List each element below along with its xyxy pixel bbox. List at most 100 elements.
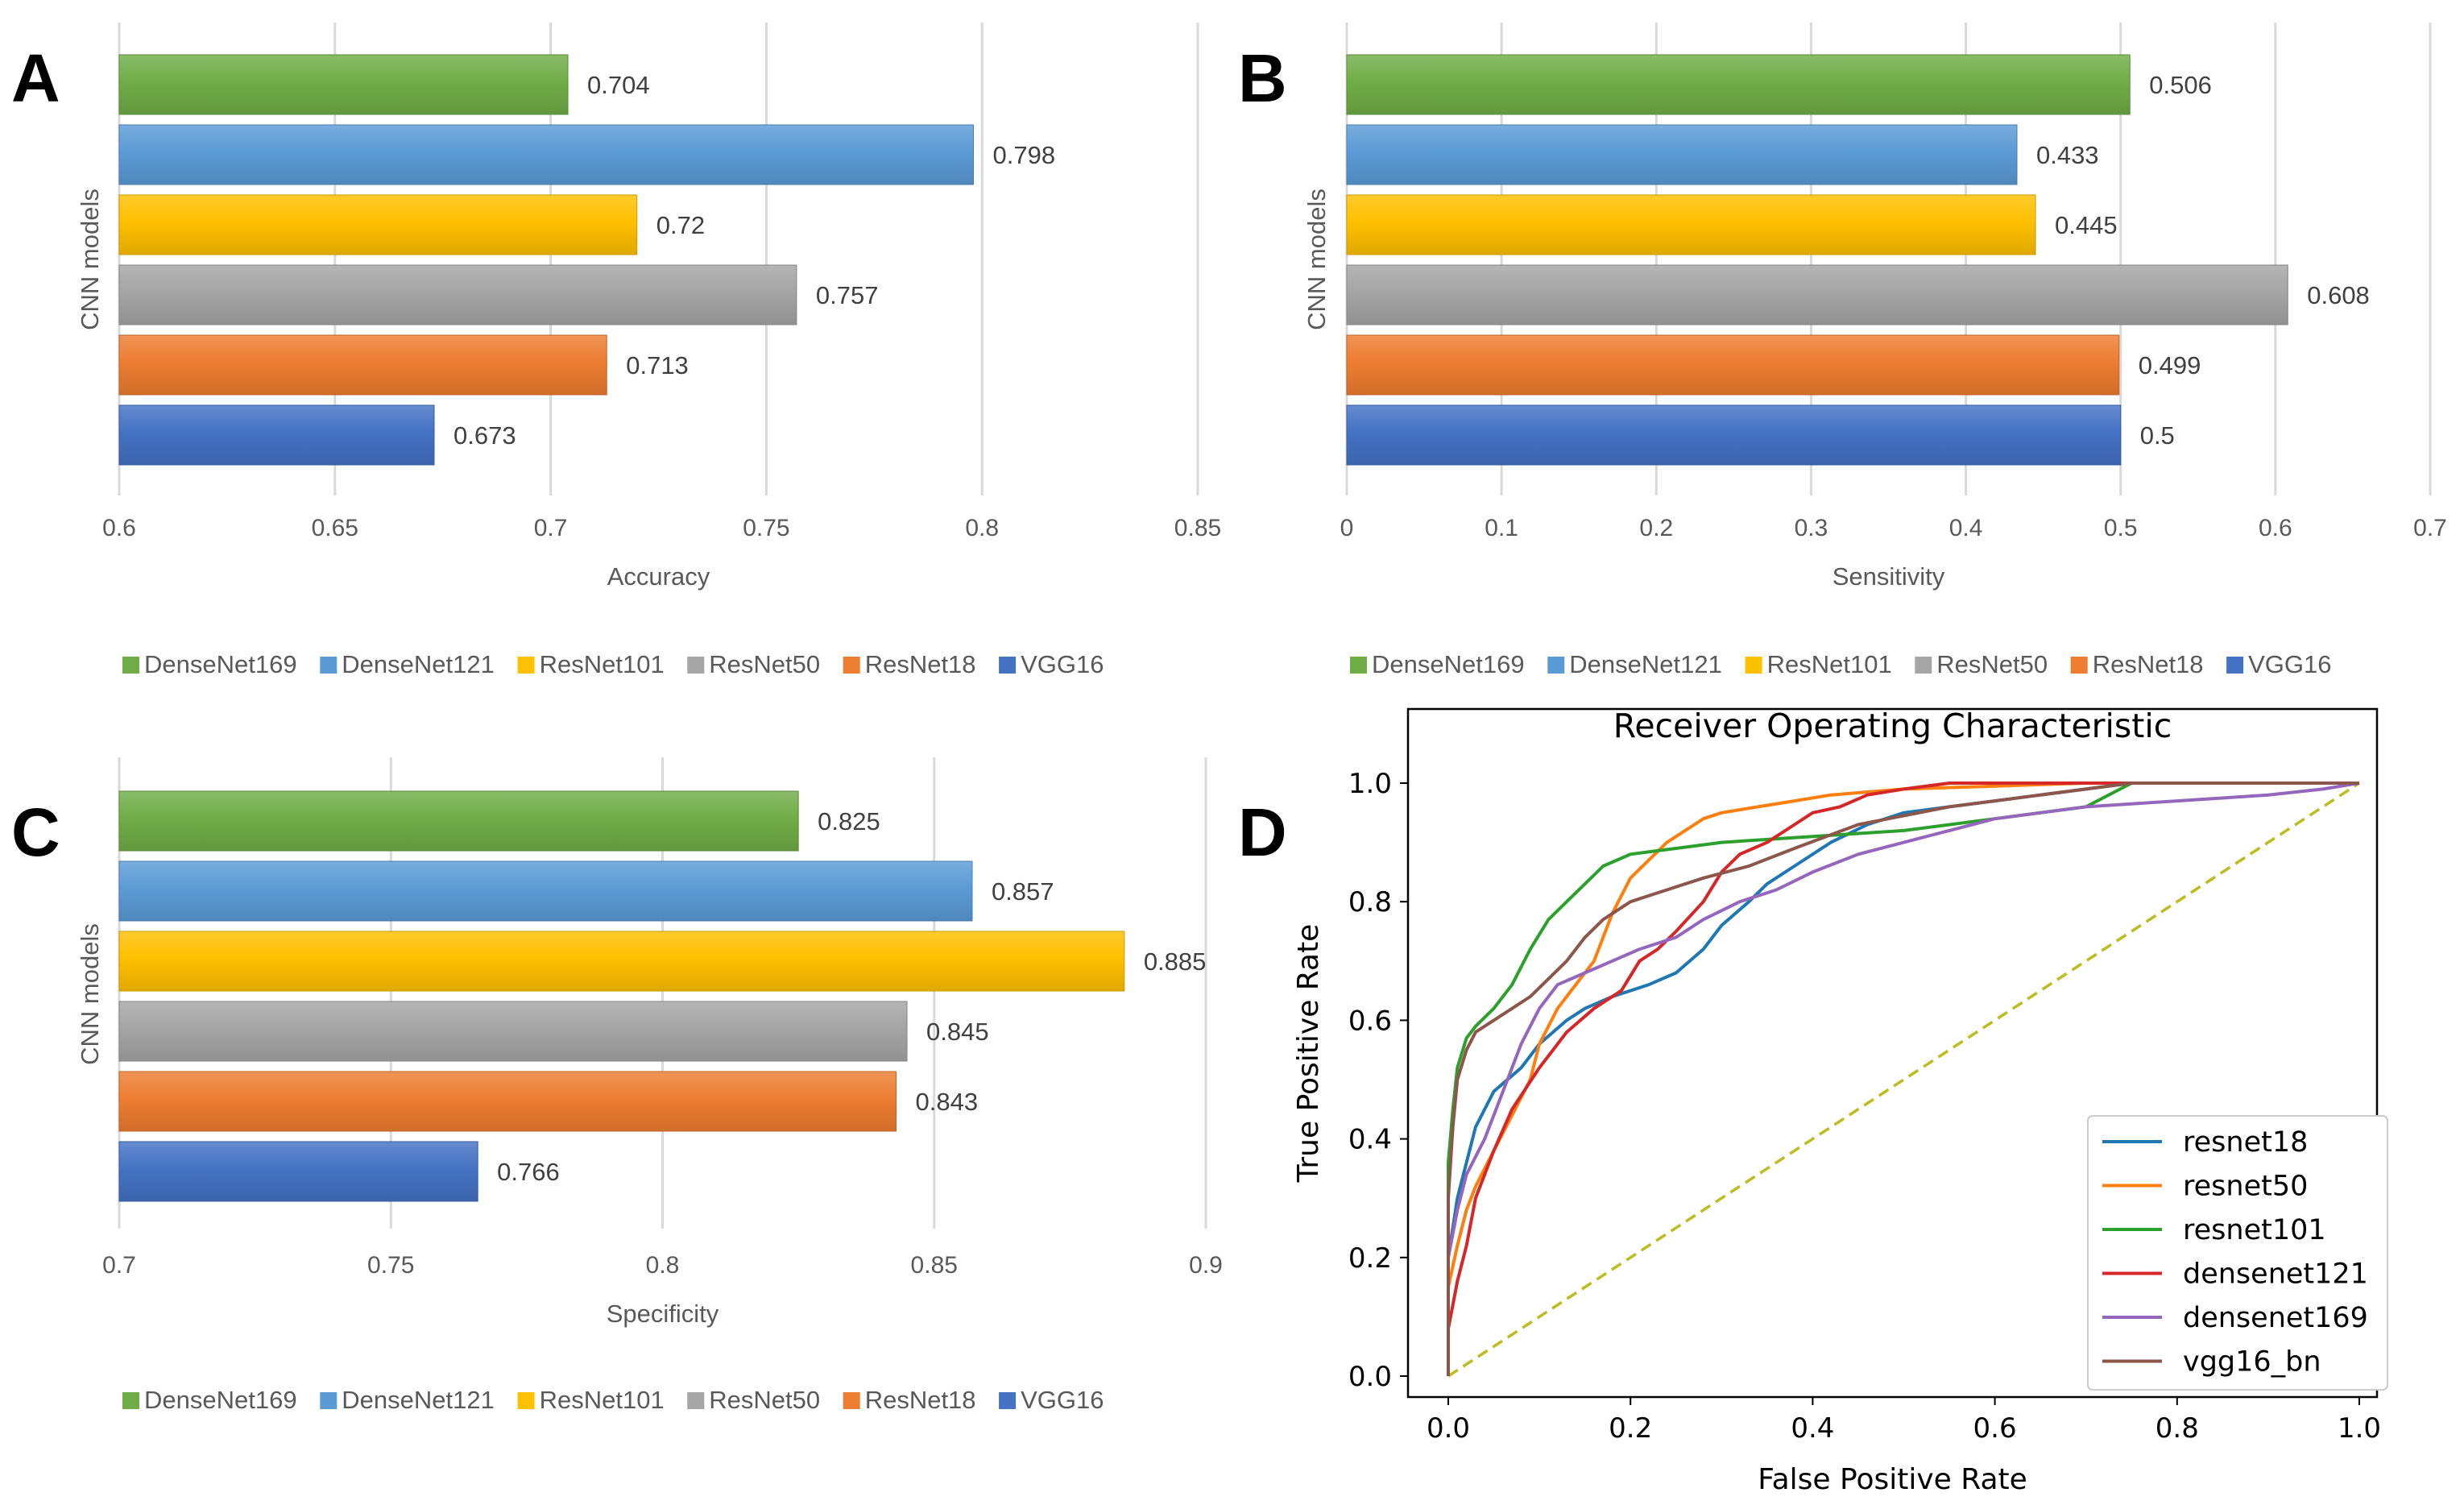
x-tick-label: 0.75	[367, 1252, 414, 1279]
legend-swatch-resnet50	[687, 657, 705, 674]
data-label-vgg16: 0.5	[2140, 421, 2175, 450]
legend-label-densenet121: DenseNet121	[1569, 650, 1722, 678]
x-tick-label: 0.85	[1174, 515, 1221, 541]
x-tick-label: 0.6	[2259, 515, 2292, 541]
roc-curve-chance	[1447, 782, 2360, 1378]
x-tick-label: 0	[1340, 515, 1354, 541]
x-tick-label: 0.2	[1639, 515, 1673, 541]
x-tick-label: 0.7	[102, 1252, 136, 1279]
x-tick-label: 0.8	[965, 515, 999, 541]
data-label-resnet50: 0.608	[2307, 281, 2370, 309]
x-tick-label: 0.7	[534, 515, 568, 541]
legend-swatch-resnet101	[517, 1392, 535, 1409]
data-label-densenet121: 0.857	[992, 877, 1054, 906]
legend-swatch-vgg16	[999, 657, 1017, 674]
legend-label-resnet101: ResNet101	[540, 1386, 665, 1414]
legend-swatch-densenet121	[320, 657, 338, 674]
y-tick-label: 0.4	[1348, 1124, 1392, 1156]
legend-label-vgg16: VGG16	[1021, 1386, 1104, 1414]
x-axis-title: False Positive Rate	[1758, 1463, 2027, 1496]
legend-label-resnet50: ResNet50	[709, 1386, 820, 1414]
data-label-resnet18: 0.713	[626, 351, 689, 379]
legend-swatch-densenet169	[122, 1392, 139, 1409]
chart-title: Receiver Operating Characteristic	[1613, 707, 2172, 745]
legend-label-resnet18: resnet18	[2183, 1126, 2308, 1159]
bar-vgg16	[118, 404, 435, 466]
x-tick-label: 0.65	[312, 515, 358, 541]
legend-label-densenet169: densenet169	[2183, 1302, 2368, 1334]
x-axis-title: Specificity	[607, 1300, 719, 1328]
panel-letter: A	[11, 40, 60, 116]
y-axis-title: CNN models	[76, 923, 104, 1065]
x-tick-label: 0.4	[1949, 515, 1983, 541]
legend-label-resnet50: resnet50	[2183, 1171, 2308, 1203]
data-label-resnet50: 0.845	[926, 1018, 989, 1046]
legend-label-resnet50: ResNet50	[1936, 650, 2048, 678]
legend-label-resnet18: ResNet18	[2093, 650, 2204, 678]
panel-a: A 0.6 0.65 0.7 0.75 0.8 0.85 0.704 0.798 0.72 0.75…	[11, 23, 1221, 678]
legend-swatch-resnet50	[1915, 657, 1932, 674]
x-tick-label: 0.3	[1795, 515, 1828, 541]
y-axis-title: True Positive Rate	[1292, 924, 1325, 1184]
x-tick-label: 0.0	[1427, 1412, 1470, 1445]
legend-label-densenet169: DenseNet169	[1372, 650, 1525, 678]
legend-swatch-densenet169	[122, 657, 139, 674]
x-tick-label: 0.7	[2413, 515, 2447, 541]
legend-label-resnet101: ResNet101	[540, 650, 665, 678]
legend-swatch-resnet50	[687, 1392, 705, 1409]
legend-swatch-vgg16	[2226, 657, 2244, 674]
legend-label-vgg16: VGG16	[1021, 650, 1104, 678]
bar-densenet169	[1346, 54, 2131, 115]
panel-c: C 0.7 0.75 0.8 0.85 0.9 0.825 0.857 0.885 0.845 0.…	[11, 757, 1223, 1414]
panel-b: B 0 0.1 0.2 0.3 0.4 0.5 0.6 0.7 0.506 0.433 0.445 0.…	[1238, 23, 2447, 678]
x-tick-label: 0.6	[102, 515, 136, 541]
bar-resnet101	[118, 194, 638, 255]
bar-resnet18	[118, 1071, 897, 1132]
data-label-densenet169: 0.825	[818, 807, 880, 835]
y-tick-label: 0.2	[1348, 1242, 1392, 1275]
roc-curve-vgg16_bn	[1447, 782, 2359, 1376]
x-axis-title: Accuracy	[607, 562, 710, 591]
legend-swatch-resnet18	[843, 1392, 860, 1409]
y-tick-label: 0.8	[1348, 886, 1392, 918]
legend-label-densenet121: DenseNet121	[342, 650, 495, 678]
bar-densenet121	[118, 860, 973, 922]
bar-densenet169	[118, 790, 799, 852]
legend-label-densenet169: DenseNet169	[144, 1386, 297, 1414]
x-tick-label: 0.1	[1485, 515, 1518, 541]
x-tick-label: 0.85	[911, 1252, 958, 1279]
panel-d: D Receiver Operating Characteristic 0.0 0.2…	[1238, 707, 2388, 1496]
y-tick-label: 0.0	[1348, 1361, 1392, 1393]
legend-label-densenet121: DenseNet121	[342, 1386, 495, 1414]
data-label-vgg16: 0.766	[497, 1158, 560, 1186]
x-tick-label: 0.8	[2155, 1412, 2199, 1445]
legend-label-resnet101: ResNet101	[1767, 650, 1892, 678]
legend-label-resnet18: ResNet18	[865, 1386, 976, 1414]
bar-resnet101	[1346, 194, 2036, 255]
x-tick-label: 0.9	[1189, 1252, 1223, 1279]
legend-label-resnet50: ResNet50	[709, 650, 820, 678]
legend-label-resnet101: resnet101	[2183, 1214, 2326, 1246]
panel-letter: B	[1238, 40, 1287, 116]
bar-vgg16	[1346, 404, 2122, 466]
data-label-resnet101: 0.885	[1144, 947, 1207, 976]
panel-letter: C	[11, 794, 60, 870]
panel-letter: D	[1238, 794, 1287, 870]
x-tick-label: 0.8	[646, 1252, 680, 1279]
bar-resnet50	[118, 264, 797, 325]
bar-densenet121	[118, 124, 974, 185]
legend-swatch-resnet18	[843, 657, 860, 674]
y-tick-label: 1.0	[1348, 768, 1392, 800]
legend-label-vgg16: VGG16	[2248, 650, 2331, 678]
x-tick-label: 0.2	[1609, 1412, 1652, 1445]
y-tick-label: 0.6	[1348, 1005, 1392, 1037]
roc-curve-densenet121	[1447, 782, 2359, 1376]
legend-swatch-densenet169	[1350, 657, 1367, 674]
bar-resnet50	[1346, 264, 2288, 325]
data-label-densenet121: 0.433	[2036, 141, 2099, 169]
bar-vgg16	[118, 1141, 478, 1202]
data-label-densenet169: 0.704	[587, 71, 650, 99]
legend-swatch-vgg16	[999, 1392, 1017, 1409]
data-label-resnet18: 0.499	[2139, 351, 2201, 379]
